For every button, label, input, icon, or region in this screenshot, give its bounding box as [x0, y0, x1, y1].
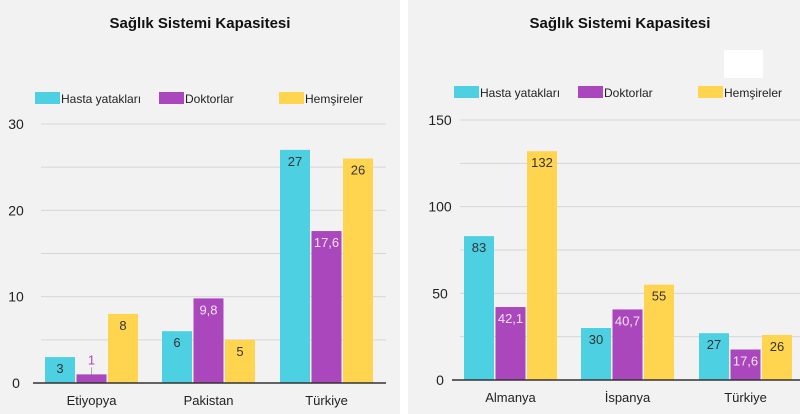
data-label: 27: [288, 154, 302, 169]
bar: [699, 333, 729, 380]
bar: [76, 374, 107, 383]
chart-title: Sağlık Sistemi Kapasitesi: [110, 15, 291, 32]
y-tick-label: 30: [8, 116, 24, 132]
data-label: 9,8: [199, 302, 217, 317]
bar: [108, 313, 138, 383]
data-label: 8: [119, 318, 126, 333]
legend-swatch: [578, 86, 603, 98]
legend-swatch: [698, 86, 723, 98]
legend-label: Doktorlar: [604, 86, 653, 100]
data-label: 132: [531, 155, 553, 170]
legend-label: Hemşireler: [724, 86, 782, 100]
bar: [464, 236, 494, 380]
bar: [280, 149, 310, 383]
y-tick-label: 50: [432, 285, 448, 301]
data-label: 83: [472, 240, 486, 255]
bar: [495, 307, 526, 380]
bar: [162, 331, 192, 383]
legend-swatch: [279, 92, 304, 104]
legend-label: Hemşireler: [305, 92, 363, 106]
bar: [45, 357, 75, 383]
data-label: 17,6: [314, 235, 339, 250]
legend-swatch: [454, 86, 479, 98]
bar: [730, 349, 761, 380]
data-label: 27: [707, 337, 721, 352]
bar: [612, 309, 643, 380]
data-label: 26: [770, 339, 784, 354]
data-label: 42,1: [498, 311, 523, 326]
legend-swatch: [159, 92, 184, 104]
bar: [193, 298, 224, 383]
legend-label: Hasta yatakları: [480, 86, 560, 100]
bar: [527, 151, 557, 380]
data-label: 5: [236, 344, 243, 359]
bar: [581, 328, 611, 380]
x-category-label: Almanya: [485, 390, 536, 405]
legend-swatch: [35, 92, 60, 104]
bar: [762, 334, 792, 380]
x-category-label: Türkiye: [305, 393, 348, 408]
data-label: 55: [652, 289, 666, 304]
data-label: 26: [351, 163, 365, 178]
legend-label: Doktorlar: [185, 92, 234, 106]
data-label: 3: [56, 361, 63, 376]
y-tick-label: 100: [428, 199, 452, 215]
chart-title: Sağlık Sistemi Kapasitesi: [530, 15, 711, 32]
data-label: 6: [173, 335, 180, 350]
y-tick-label: 0: [436, 372, 444, 388]
x-category-label: İspanya: [605, 390, 651, 405]
bar: [225, 339, 255, 383]
y-tick-label: 10: [8, 289, 24, 305]
data-label: 1: [88, 352, 95, 367]
blank-box: [724, 50, 763, 78]
data-label: 40,7: [615, 313, 640, 328]
y-tick-label: 0: [12, 375, 20, 391]
x-category-label: Etiyopya: [67, 393, 118, 408]
bar: [644, 284, 674, 380]
x-category-label: Pakistan: [184, 393, 234, 408]
legend-label: Hasta yatakları: [61, 92, 141, 106]
x-category-label: Türkiye: [724, 390, 767, 405]
data-label: 17,6: [733, 353, 758, 368]
data-label: 30: [589, 332, 603, 347]
y-tick-label: 20: [8, 202, 24, 218]
y-tick-label: 150: [428, 112, 452, 128]
bar: [343, 158, 373, 383]
bar: [311, 231, 342, 383]
